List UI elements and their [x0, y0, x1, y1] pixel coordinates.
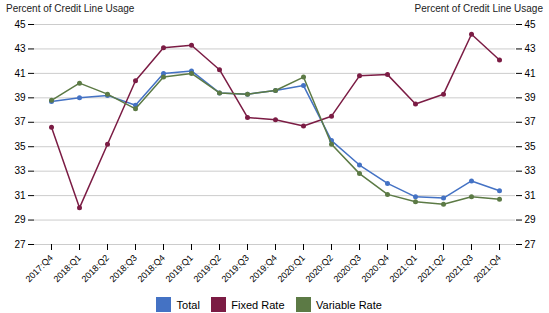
svg-text:33: 33 [525, 165, 537, 176]
svg-text:2019:Q2: 2019:Q2 [191, 253, 222, 284]
html-text:Total: Total [176, 298, 200, 311]
svg-text:2019:Q3: 2019:Q3 [219, 253, 250, 284]
svg-text:45: 45 [525, 19, 537, 30]
svg-text:2020:Q3: 2020:Q3 [331, 253, 362, 284]
svg-text:33: 33 [14, 165, 26, 176]
svg-text:45: 45 [14, 19, 26, 30]
svg-text:39: 39 [525, 92, 537, 103]
svg-text:2021:Q1: 2021:Q1 [387, 253, 418, 284]
html-text:Variable Rate: Variable Rate [316, 298, 382, 311]
svg-text:35: 35 [14, 141, 26, 152]
svg-text:39: 39 [14, 92, 26, 103]
svg-text:2017:Q4: 2017:Q4 [23, 253, 54, 284]
svg-text:43: 43 [525, 43, 537, 54]
svg-text:27: 27 [14, 239, 26, 250]
svg-text:2021:Q4: 2021:Q4 [471, 253, 502, 284]
svg-text:35: 35 [525, 141, 537, 152]
svg-text:43: 43 [14, 43, 26, 54]
svg-text:41: 41 [525, 68, 537, 79]
svg-text:2018:Q3: 2018:Q3 [107, 253, 138, 284]
svg-text:2020:Q4: 2020:Q4 [359, 253, 390, 284]
svg-text:2019:Q4: 2019:Q4 [247, 253, 278, 284]
svg-text:2020:Q2: 2020:Q2 [303, 253, 334, 284]
svg-text:2018:Q1: 2018:Q1 [51, 253, 82, 284]
svg-text:29: 29 [14, 214, 26, 225]
svg-text:31: 31 [525, 190, 537, 201]
svg-text:2021:Q3: 2021:Q3 [443, 253, 474, 284]
svg-text:31: 31 [14, 190, 26, 201]
html-text:Fixed Rate: Fixed Rate [231, 298, 285, 311]
svg-text:41: 41 [14, 68, 26, 79]
svg-text:27: 27 [525, 239, 537, 250]
svg-text:2019:Q1: 2019:Q1 [163, 253, 194, 284]
html-text:Percent of Credit Line Usage: Percent of Credit Line Usage [6, 3, 135, 14]
svg-text:37: 37 [525, 116, 537, 127]
html-text:Percent of Credit Line Usage: Percent of Credit Line Usage [414, 3, 543, 14]
svg-text:2021:Q2: 2021:Q2 [415, 253, 446, 284]
svg-text:2018:Q2: 2018:Q2 [79, 253, 110, 284]
svg-text:2020:Q1: 2020:Q1 [275, 253, 306, 284]
svg-text:29: 29 [525, 214, 537, 225]
svg-text:37: 37 [14, 116, 26, 127]
svg-text:2018:Q4: 2018:Q4 [135, 253, 166, 284]
